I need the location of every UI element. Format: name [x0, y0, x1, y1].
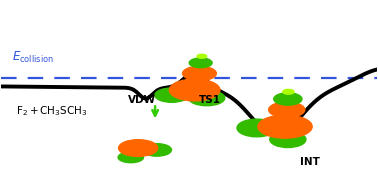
Ellipse shape: [258, 115, 312, 138]
Ellipse shape: [274, 93, 302, 105]
Text: $\rm F_2 + CH_3SCH_3$: $\rm F_2 + CH_3SCH_3$: [16, 105, 87, 118]
Ellipse shape: [118, 152, 144, 163]
Ellipse shape: [169, 79, 220, 101]
Ellipse shape: [189, 58, 212, 68]
Ellipse shape: [197, 54, 207, 58]
Ellipse shape: [189, 90, 225, 106]
Text: INT: INT: [300, 157, 319, 167]
Text: $E_{\rm collision}$: $E_{\rm collision}$: [12, 50, 54, 65]
Ellipse shape: [283, 89, 294, 94]
Ellipse shape: [269, 102, 305, 118]
Ellipse shape: [237, 119, 277, 137]
Text: TS1: TS1: [198, 95, 220, 105]
Text: VDW: VDW: [128, 95, 156, 105]
Ellipse shape: [119, 140, 158, 156]
Ellipse shape: [270, 131, 306, 148]
Ellipse shape: [155, 88, 189, 102]
Ellipse shape: [142, 144, 172, 156]
Ellipse shape: [183, 66, 216, 81]
